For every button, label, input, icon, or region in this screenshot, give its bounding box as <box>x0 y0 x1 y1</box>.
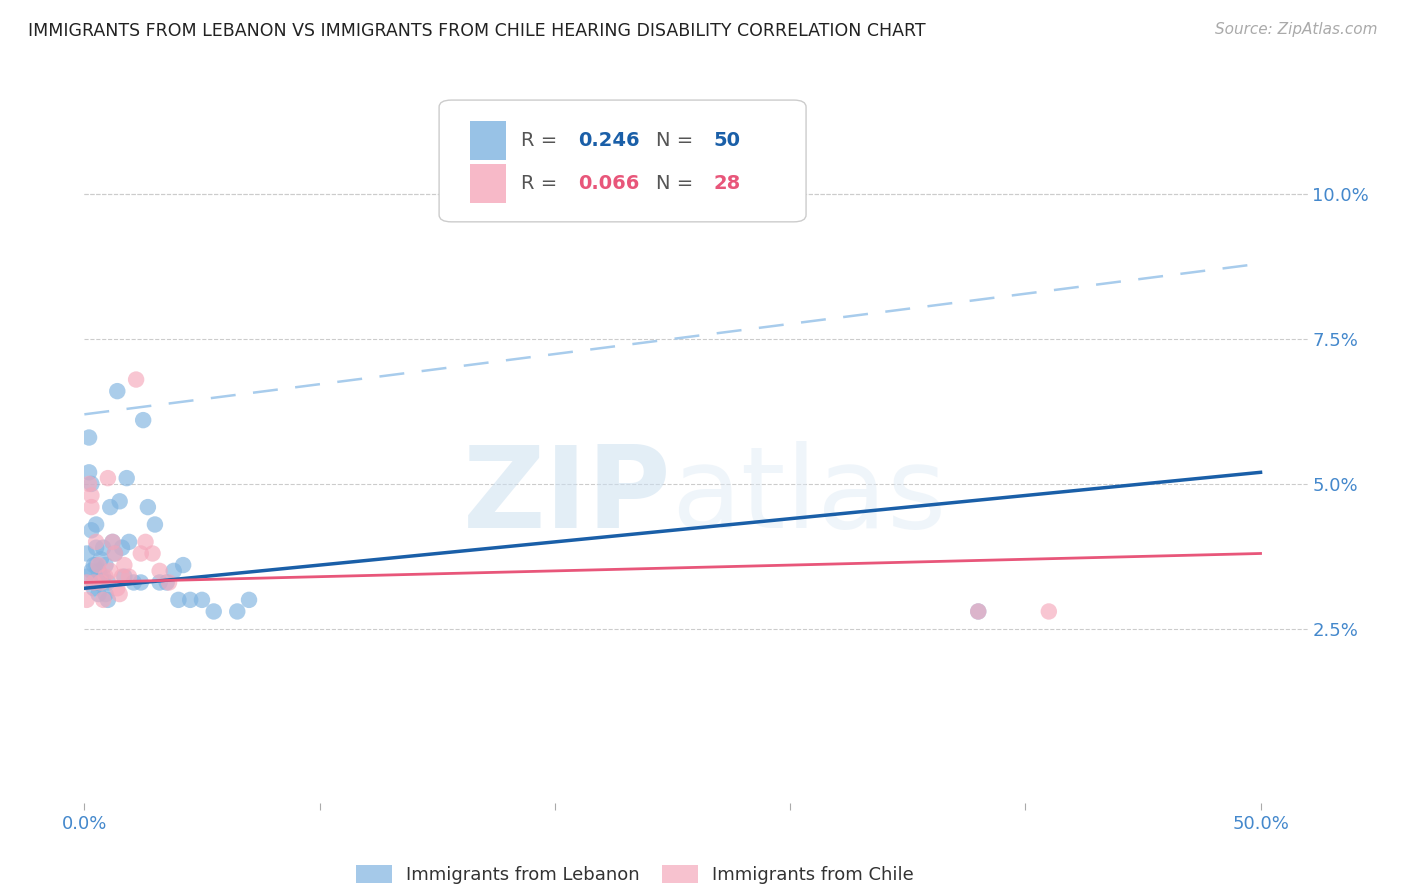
Point <box>135 535 157 549</box>
Point <box>118 535 141 549</box>
Point <box>91 570 114 584</box>
Point <box>83 575 105 590</box>
FancyBboxPatch shape <box>439 100 806 222</box>
Point <box>98 564 121 578</box>
Legend: Immigrants from Lebanon, Immigrants from Chile: Immigrants from Lebanon, Immigrants from… <box>349 857 921 891</box>
Point <box>83 575 105 590</box>
Point <box>97 471 120 485</box>
Point <box>90 570 112 584</box>
Text: R =: R = <box>522 174 564 193</box>
Point <box>967 605 990 619</box>
Text: IMMIGRANTS FROM LEBANON VS IMMIGRANTS FROM CHILE HEARING DISABILITY CORRELATION : IMMIGRANTS FROM LEBANON VS IMMIGRANTS FR… <box>28 22 925 40</box>
Point <box>97 575 120 590</box>
Point <box>108 494 131 508</box>
Point <box>179 592 201 607</box>
Point <box>104 546 127 561</box>
Point <box>129 546 152 561</box>
Point <box>97 592 120 607</box>
Point <box>967 605 990 619</box>
Point <box>90 552 112 566</box>
Point <box>91 592 114 607</box>
Point <box>108 587 131 601</box>
Point <box>77 431 100 445</box>
Text: 0.066: 0.066 <box>578 174 640 193</box>
Point <box>191 592 214 607</box>
Point <box>132 413 155 427</box>
Point <box>226 605 249 619</box>
Point <box>149 575 172 590</box>
Point <box>112 570 135 584</box>
Point <box>115 471 138 485</box>
Point <box>91 541 114 555</box>
Point <box>87 587 110 601</box>
Point <box>157 575 180 590</box>
Text: 50: 50 <box>713 131 740 150</box>
Point <box>105 582 128 596</box>
Point <box>77 476 100 491</box>
Point <box>125 373 148 387</box>
Point <box>111 570 134 584</box>
Point <box>156 575 179 590</box>
Point <box>172 558 194 573</box>
Point <box>238 592 260 607</box>
Point <box>83 582 105 596</box>
Point <box>94 558 117 573</box>
Point <box>163 564 186 578</box>
Point <box>87 564 110 578</box>
Point <box>111 541 134 555</box>
Point <box>104 546 127 561</box>
Point <box>101 535 124 549</box>
Point <box>84 517 107 532</box>
Point <box>80 564 103 578</box>
Point <box>94 570 117 584</box>
Point <box>118 570 141 584</box>
Text: 0.246: 0.246 <box>578 131 640 150</box>
Point <box>76 546 98 561</box>
Text: ZIP: ZIP <box>463 442 672 552</box>
Point <box>77 466 100 480</box>
Point <box>83 558 105 573</box>
Point <box>143 517 166 532</box>
Point <box>112 558 135 573</box>
Text: N =: N = <box>655 131 699 150</box>
Point <box>76 575 98 590</box>
Point <box>80 523 103 537</box>
Point <box>94 587 117 601</box>
Point <box>105 384 128 399</box>
Text: N =: N = <box>655 174 699 193</box>
Text: Source: ZipAtlas.com: Source: ZipAtlas.com <box>1215 22 1378 37</box>
Point <box>80 489 103 503</box>
Point <box>90 575 112 590</box>
Point <box>76 570 98 584</box>
Text: 28: 28 <box>713 174 741 193</box>
Point <box>136 500 159 514</box>
Point <box>87 575 110 590</box>
Point <box>101 535 124 549</box>
Point <box>1038 605 1060 619</box>
Point <box>84 575 107 590</box>
FancyBboxPatch shape <box>470 164 506 202</box>
Point <box>84 535 107 549</box>
Text: atlas: atlas <box>672 442 946 552</box>
Point <box>84 541 107 555</box>
Point <box>80 500 103 514</box>
Point <box>87 558 110 573</box>
Point <box>80 476 103 491</box>
Point <box>149 564 172 578</box>
Point <box>76 592 98 607</box>
Point <box>84 558 107 573</box>
Point <box>129 575 152 590</box>
FancyBboxPatch shape <box>470 121 506 160</box>
Point <box>167 592 190 607</box>
Point <box>142 546 165 561</box>
Point <box>202 605 225 619</box>
Point <box>98 500 121 514</box>
Point <box>122 575 145 590</box>
Text: R =: R = <box>522 131 564 150</box>
